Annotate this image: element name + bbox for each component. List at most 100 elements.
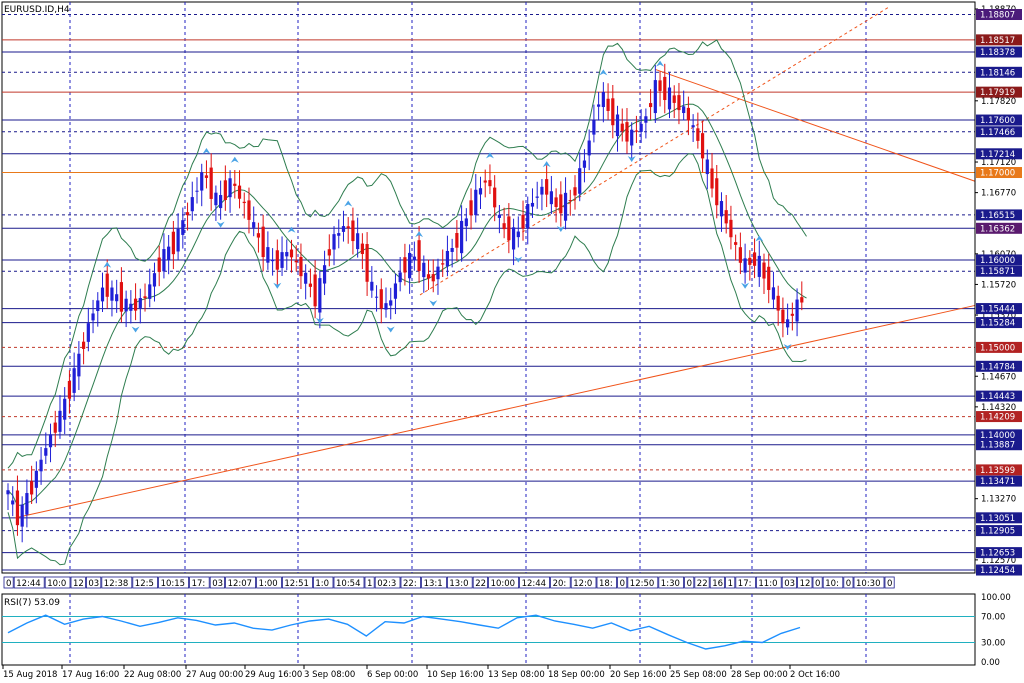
candle-body	[597, 104, 601, 107]
price-tag-label: 1.16362	[980, 224, 1015, 234]
candle-body	[143, 296, 147, 299]
price-tag	[976, 86, 1022, 98]
session-cell	[627, 576, 659, 589]
candle-body	[497, 214, 501, 218]
candle-body	[634, 130, 639, 132]
session-label: 03	[784, 579, 795, 589]
fractal-down-arrow	[514, 256, 523, 263]
candle-body	[611, 98, 615, 126]
fractal-down-arrow	[783, 344, 792, 351]
price-tag	[976, 475, 1022, 487]
candle-body	[488, 180, 492, 187]
candle-body	[157, 257, 161, 272]
price-tick-label: 1.14320	[981, 403, 1016, 413]
candle-body	[195, 190, 199, 192]
price-tag-label: 1.17000	[980, 169, 1015, 179]
candle-body	[578, 168, 582, 194]
candle-body	[658, 80, 662, 91]
price-tag-label: 1.15284	[980, 319, 1015, 329]
candle-body	[53, 422, 57, 433]
candle-body	[129, 303, 133, 311]
session-label: 12:44	[522, 579, 547, 589]
candle-body	[408, 252, 412, 279]
session-cell	[101, 576, 133, 589]
fractal-up-arrow	[344, 200, 353, 207]
candle-body	[25, 493, 29, 515]
time-label: 22 Aug 08:00	[124, 670, 181, 680]
candle-body	[710, 168, 714, 189]
candle-body	[44, 448, 48, 456]
candle-body	[663, 76, 667, 101]
session-cell	[812, 576, 823, 589]
candle-body	[152, 273, 157, 287]
candle-body	[374, 296, 379, 298]
candle-body	[705, 159, 709, 175]
session-cell	[209, 576, 225, 589]
session-label: 12:51	[284, 579, 309, 589]
candle-body	[63, 398, 67, 420]
price-tick-label: 1.17120	[981, 158, 1016, 168]
candle-body	[521, 214, 525, 229]
candle-body	[417, 240, 421, 271]
candle-body	[474, 189, 478, 216]
candle-body	[124, 298, 128, 312]
candle-body	[535, 196, 539, 198]
candle-body	[280, 252, 284, 268]
fractal-down-arrow	[741, 282, 750, 289]
price-tick-label: 1.15370	[981, 311, 1016, 321]
candle-body	[715, 178, 719, 206]
session-cell	[735, 576, 756, 589]
time-label: 20 Sep 16:00	[610, 670, 667, 680]
price-tag	[976, 411, 1022, 423]
candle-body	[592, 120, 596, 135]
candle-body	[771, 287, 776, 300]
candle-body	[786, 319, 790, 328]
session-cell	[421, 576, 447, 589]
session-label: 13:1	[424, 579, 443, 589]
fractal-up-arrow	[599, 69, 608, 76]
session-cell	[13, 576, 45, 589]
session-cell	[488, 576, 520, 589]
candle-body	[332, 234, 336, 250]
candle-body	[237, 185, 242, 199]
fractal-down-arrow	[556, 225, 565, 232]
candle-body	[313, 274, 317, 307]
candle-body	[96, 300, 100, 312]
chart-grid	[1, 1, 976, 666]
price-tag	[976, 525, 1022, 537]
candle-body	[587, 140, 591, 156]
candle-body	[110, 287, 114, 301]
session-cell	[70, 576, 86, 589]
candle-body	[554, 197, 558, 207]
price-tag-label: 1.13887	[980, 441, 1015, 451]
session-label: 10:	[825, 579, 839, 589]
candle-body	[639, 123, 643, 132]
candle-body	[30, 481, 34, 495]
fractal-up-arrow	[287, 226, 296, 233]
candle-body	[327, 249, 331, 256]
session-label: 1:00	[259, 579, 278, 589]
candle-body	[185, 212, 190, 216]
session-label: 0	[687, 579, 692, 589]
candle-body	[379, 289, 383, 309]
support-trendline	[14, 304, 976, 519]
session-label: 12:38	[104, 579, 129, 589]
price-tag	[976, 46, 1022, 58]
candle-body	[389, 300, 393, 306]
candle-body	[261, 226, 265, 258]
candle-body	[573, 187, 577, 196]
candle-body	[289, 249, 294, 258]
candle-body	[133, 298, 138, 311]
fractal-down-arrow	[429, 300, 438, 307]
session-cell	[884, 576, 895, 589]
session-cell	[44, 576, 71, 589]
candle-body	[77, 353, 81, 377]
price-tick-label: 1.12570	[981, 556, 1016, 566]
candle-body	[493, 187, 497, 208]
candle-body	[606, 98, 610, 111]
candle-body	[644, 116, 648, 123]
candle-body	[426, 274, 431, 279]
session-cell	[312, 576, 334, 589]
price-tag-label: 1.12653	[980, 549, 1015, 559]
